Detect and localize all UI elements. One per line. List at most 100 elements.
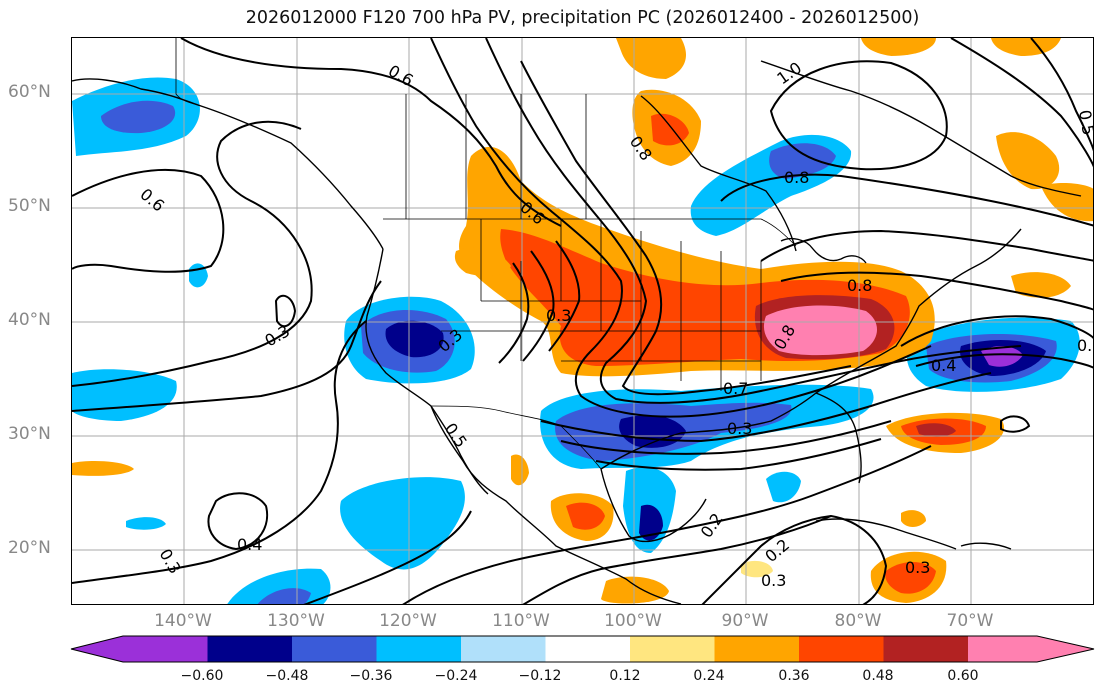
shade-negative-mexico-west xyxy=(340,477,465,570)
contour-trough-2 xyxy=(485,38,1022,404)
contour-label: 0.4 xyxy=(931,356,956,375)
contour-atlantic-low xyxy=(900,315,1093,347)
contour-gulf-2 xyxy=(560,420,892,455)
contour-trough-3 xyxy=(520,60,852,396)
shade-positive-pacific-west xyxy=(72,461,134,476)
colorbar-cell xyxy=(461,636,546,662)
shade-positive-small-caribbean xyxy=(901,510,926,527)
shade-negative-california-core xyxy=(385,320,444,358)
coastline-yucatan xyxy=(600,468,707,543)
contour-atlantic-low-2 xyxy=(915,353,1093,369)
contour-mexico-1 xyxy=(402,445,932,604)
contour-trough-6 xyxy=(498,262,530,364)
colorbar-tick: 0.24 xyxy=(693,668,725,684)
colorbar-cell xyxy=(207,636,292,662)
colorbar-tick: 0.60 xyxy=(947,668,979,684)
contour-label: 0.3 xyxy=(905,558,930,577)
contour-canada-east-4 xyxy=(1030,38,1093,152)
shade-positive-baja xyxy=(511,454,529,486)
border-alaska-canada xyxy=(175,38,202,107)
contour-pacific-south-2 xyxy=(72,280,382,412)
coastline-great-lakes xyxy=(780,237,867,264)
map-canvas: 0.6 0.6 0.6 1.0 0.8 0.8 0.3 0.3 0.3 0.3 … xyxy=(72,38,1094,604)
contour-label: 0.3 xyxy=(1077,336,1094,355)
shade-negative-pacific-west xyxy=(72,369,177,421)
political-borders xyxy=(175,38,797,470)
lat-label-30n: 30°N xyxy=(8,424,51,444)
contour-gulf-1 xyxy=(540,372,992,443)
colorbar-cell xyxy=(71,636,208,662)
coastlines xyxy=(72,60,1082,604)
shade-negative-alaska-core xyxy=(101,100,176,134)
colorbar-cells xyxy=(71,636,1094,662)
contour-ring-04 xyxy=(207,492,269,551)
colorbar-cell xyxy=(630,636,715,662)
shade-positive-central-america xyxy=(601,576,669,604)
colorbar-cell xyxy=(968,636,1094,662)
map-title: 2026012000 F120 700 hPa PV, precipitatio… xyxy=(245,8,920,28)
shade-positive-arctic xyxy=(861,38,936,56)
contour-pacific-south-3 xyxy=(72,320,367,584)
coastline-east-us xyxy=(815,228,1022,394)
coastline-hispaniola xyxy=(960,542,1012,550)
contour-canada-east-2 xyxy=(780,271,1093,311)
coastline-cuba xyxy=(815,518,957,550)
lat-label-20n: 20°N xyxy=(8,538,51,558)
colorbar-tick: −0.24 xyxy=(434,668,478,684)
shade-negative-atlantic-purple xyxy=(981,346,1023,367)
contour-label: 0.5 xyxy=(1075,108,1094,136)
contour-label: 0.7 xyxy=(723,379,748,398)
lon-label-120w: 120°W xyxy=(379,611,437,631)
contour-label: 0.3 xyxy=(727,419,752,438)
lon-label-70w: 70°W xyxy=(946,611,994,631)
contour-trough-4 xyxy=(548,240,581,352)
lon-label-100w: 100°W xyxy=(604,611,662,631)
colorbar-cell xyxy=(799,636,884,662)
map-panel: 0.6 0.6 0.6 1.0 0.8 0.8 0.3 0.3 0.3 0.3 … xyxy=(71,37,1094,605)
shade-positive-bermuda-red xyxy=(916,423,956,437)
contour-south-1 xyxy=(303,510,472,604)
lat-label-50n: 50°N xyxy=(8,196,51,216)
contour-mexico-2 xyxy=(522,515,832,604)
lon-label-130w: 130°W xyxy=(267,611,325,631)
pv-contours xyxy=(72,38,1093,604)
coastline-baja xyxy=(430,405,489,495)
contour-label: 0.2 xyxy=(761,535,793,566)
shade-positive-greenland xyxy=(991,38,1061,56)
colorbar-cell xyxy=(376,636,461,662)
contour-canada-east-1 xyxy=(760,229,1093,262)
colorbar-tick: 0.12 xyxy=(609,668,641,684)
lon-label-110w: 110°W xyxy=(492,611,550,631)
contour-gulf-3 xyxy=(595,438,882,471)
colorbar-cell xyxy=(883,636,968,662)
shade-positive-caribbean-core xyxy=(885,562,936,594)
colorbar-tick: −0.48 xyxy=(265,668,309,684)
colorbar-tick: −0.12 xyxy=(518,668,562,684)
border-canada-provinces xyxy=(405,94,587,219)
shade-positive-labrador-top xyxy=(616,38,686,79)
lon-label-80w: 80°W xyxy=(834,611,882,631)
contour-hudson-high xyxy=(769,60,948,171)
shade-positive-newfoundland xyxy=(996,132,1060,190)
lat-label-60n: 60°N xyxy=(8,82,51,102)
colorbar-tick: −0.36 xyxy=(349,668,393,684)
lon-label-140w: 140°W xyxy=(154,611,212,631)
colorbar xyxy=(70,635,1095,663)
lon-label-90w: 90°W xyxy=(721,611,769,631)
contour-06-north xyxy=(180,38,562,227)
shade-positive-atlantic-east xyxy=(1011,272,1071,298)
border-us-states xyxy=(441,219,762,391)
contour-pacific-south-1 xyxy=(72,120,313,387)
colorbar-cell xyxy=(545,636,630,662)
contour-ring-03-west xyxy=(274,294,297,328)
colorbar-outline xyxy=(70,635,1095,663)
contour-trough-5 xyxy=(522,250,555,362)
contour-bermuda-ring xyxy=(1000,415,1031,433)
shade-negative-south-pacific-core xyxy=(257,588,311,604)
contour-label: 0.4 xyxy=(237,535,262,554)
border-us-mexico xyxy=(430,405,602,470)
colorbar-cell xyxy=(714,636,799,662)
coastline-hudson-bay xyxy=(640,95,797,252)
contour-canada-east-3 xyxy=(950,38,1093,168)
contour-west-pacific xyxy=(72,168,225,273)
